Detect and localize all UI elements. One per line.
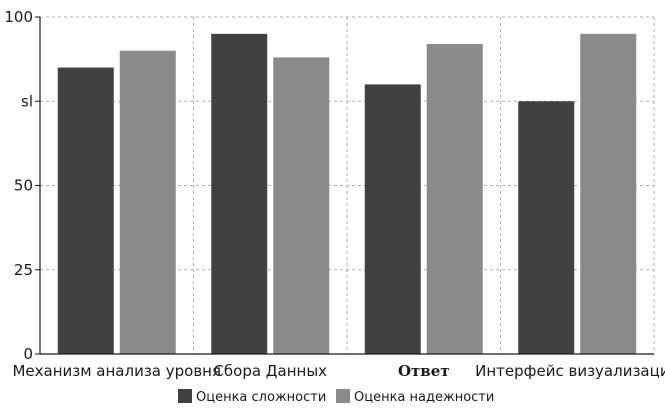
bar (57, 67, 114, 355)
bar (580, 33, 637, 354)
bar (518, 101, 575, 354)
y-tick-label: 0 (23, 345, 33, 363)
axes (35, 16, 654, 355)
bar (273, 57, 330, 354)
y-tick-label: 25 (14, 261, 33, 279)
y-tick-labels: 0 25 50 sl 100 (4, 8, 33, 363)
legend-swatch (336, 389, 350, 403)
x-category-label: Интерфейс визуализации (475, 362, 665, 380)
legend-swatch (178, 389, 192, 403)
legend-label: Оценка надежности (354, 390, 494, 405)
x-category-label: Сбора Данных (213, 362, 327, 380)
x-category-label: Механизм анализа уровня (12, 362, 221, 380)
bar (119, 50, 176, 354)
legend-label: Оценка сложности (196, 390, 326, 405)
bar (211, 33, 268, 354)
bar (364, 84, 421, 355)
x-category-label: Ответ (398, 362, 450, 380)
y-tick-label: 100 (4, 8, 33, 26)
bars (57, 33, 637, 355)
bar (426, 43, 483, 355)
legend: Оценка сложности Оценка надежности (178, 389, 494, 405)
y-tick-label: sl (21, 92, 33, 110)
y-tick-label: 50 (14, 177, 33, 195)
